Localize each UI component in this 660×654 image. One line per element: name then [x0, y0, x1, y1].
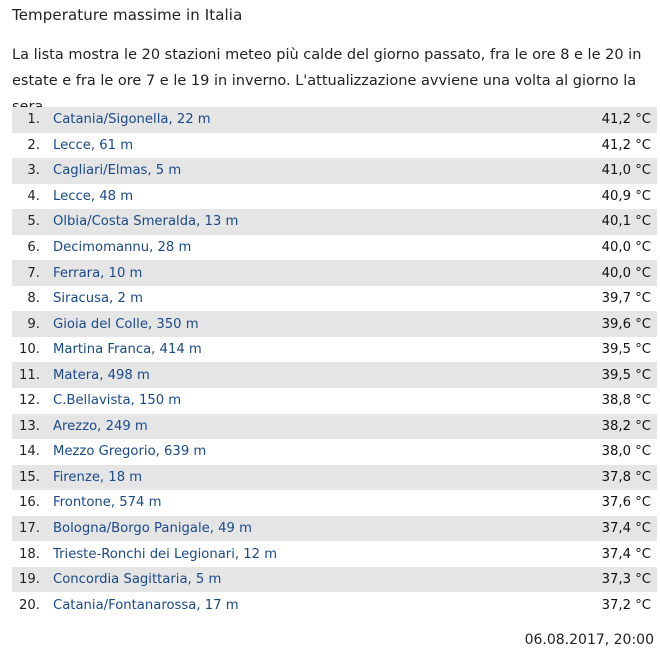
- station-row: 18. Trieste-Ronchi dei Legionari, 12 m 37,…: [12, 541, 657, 567]
- station-temperature: 41,2 °C: [601, 112, 651, 128]
- station-temperature: 38,0 °C: [601, 444, 651, 460]
- station-rank: 18.: [19, 546, 40, 562]
- station-link[interactable]: Frontone, 574 m: [53, 495, 162, 511]
- station-row: 7. Ferrara, 10 m 40,0 °C: [12, 260, 657, 286]
- station-rank: 14.: [19, 444, 40, 460]
- station-link[interactable]: Concordia Sagittaria, 5 m: [53, 572, 222, 588]
- station-rank: 10.: [19, 342, 40, 358]
- station-row: 17. Bologna/Borgo Panigale, 49 m 37,4 °C: [12, 515, 657, 542]
- station-rank: 9.: [27, 316, 40, 332]
- station-temperature: 38,2 °C: [601, 418, 651, 434]
- station-row: 3. Cagliari/Elmas, 5 m 41,0 °C: [12, 158, 657, 184]
- station-link[interactable]: C.Bellavista, 150 m: [53, 393, 182, 409]
- station-row: 12. C.Bellavista, 150 m 38,8 °C: [12, 388, 657, 414]
- station-temperature: 37,2 °C: [601, 597, 651, 613]
- intro-text: La lista mostra le 20 stazioni meteo più…: [12, 47, 642, 115]
- station-row: 1. Catania/Sigonella, 22 m 41,2 °C: [12, 107, 657, 133]
- station-temperature: 38,8 °C: [601, 393, 651, 409]
- station-temperature: 41,0 °C: [601, 163, 651, 179]
- station-link[interactable]: Ferrara, 10 m: [53, 265, 143, 281]
- station-row: 20. Catania/Fontanarossa, 17 m 37,2 °C: [12, 592, 657, 618]
- station-row: 6. Decimomannu, 28 m 40,0 °C: [12, 234, 657, 261]
- station-temperature: 39,6 °C: [601, 316, 651, 332]
- station-temperature: 40,1 °C: [601, 214, 651, 230]
- station-temperature: 37,4 °C: [601, 521, 651, 537]
- station-rank: 6.: [27, 240, 40, 255]
- station-rank: 3.: [27, 163, 40, 179]
- station-rank: 4.: [27, 188, 40, 204]
- station-link[interactable]: Arezzo, 249 m: [53, 418, 148, 434]
- station-link[interactable]: Mezzo Gregorio, 639 m: [53, 444, 207, 460]
- station-link[interactable]: Catania/Sigonella, 22 m: [53, 112, 211, 128]
- station-link[interactable]: Lecce, 61 m: [53, 137, 134, 153]
- station-link[interactable]: Lecce, 48 m: [53, 188, 134, 204]
- station-temperature: 40,0 °C: [601, 265, 651, 281]
- station-temperature: 39,5 °C: [601, 367, 651, 383]
- station-temperature: 37,3 °C: [601, 572, 651, 588]
- station-list: 1. Catania/Sigonella, 22 m 41,2 °C 2. Lecce,…: [12, 107, 657, 618]
- station-link[interactable]: Trieste-Ronchi dei Legionari, 12 m: [53, 546, 278, 562]
- station-row: 15. Firenze, 18 m 37,8 °C: [12, 464, 657, 491]
- station-temperature: 39,5 °C: [601, 342, 651, 358]
- station-link[interactable]: Cagliari/Elmas, 5 m: [53, 163, 182, 179]
- station-rank: 17.: [19, 521, 40, 537]
- station-rank: 1.: [27, 112, 40, 128]
- station-rank: 2.: [27, 137, 40, 153]
- station-rank: 19.: [19, 572, 40, 588]
- station-rank: 11.: [19, 367, 40, 383]
- station-link[interactable]: Matera, 498 m: [53, 367, 150, 383]
- station-row: 4. Lecce, 48 m 40,9 °C: [12, 183, 657, 210]
- station-temperature: 37,4 °C: [601, 546, 651, 562]
- station-temperature: 37,6 °C: [601, 495, 651, 511]
- station-link[interactable]: Firenze, 18 m: [53, 469, 143, 485]
- station-rank: 7.: [27, 265, 40, 281]
- station-row: 2. Lecce, 61 m 41,2 °C: [12, 132, 657, 159]
- station-temperature: 39,7 °C: [601, 291, 651, 307]
- station-row: 5. Olbia/Costa Smeralda, 13 m 40,1 °C: [12, 209, 657, 235]
- station-temperature: 41,2 °C: [601, 137, 651, 153]
- station-rank: 15.: [19, 469, 40, 485]
- station-row: 19. Concordia Sagittaria, 5 m 37,3 °C: [12, 566, 657, 593]
- station-row: 8. Siracusa, 2 m 39,7 °C: [12, 285, 657, 312]
- station-row: 14. Mezzo Gregorio, 639 m 38,0 °C: [12, 439, 657, 465]
- update-timestamp: 06.08.2017, 20:00: [524, 632, 654, 648]
- station-rank: 13.: [19, 418, 40, 434]
- station-rank: 20.: [19, 597, 40, 613]
- station-row: 11. Matera, 498 m 39,5 °C: [12, 362, 657, 389]
- station-rank: 8.: [27, 291, 40, 307]
- page-title: Temperature massime in Italia: [12, 6, 243, 24]
- station-rank: 12.: [19, 393, 40, 409]
- station-link[interactable]: Bologna/Borgo Panigale, 49 m: [53, 521, 252, 537]
- station-link[interactable]: Olbia/Costa Smeralda, 13 m: [53, 214, 239, 230]
- station-row: 10. Martina Franca, 414 m 39,5 °C: [12, 336, 657, 363]
- station-row: 13. Arezzo, 249 m 38,2 °C: [12, 413, 657, 440]
- station-link[interactable]: Decimomannu, 28 m: [53, 240, 192, 255]
- station-link[interactable]: Gioia del Colle, 350 m: [53, 316, 199, 332]
- station-row: 9. Gioia del Colle, 350 m 39,6 °C: [12, 311, 657, 337]
- station-temperature: 37,8 °C: [601, 469, 651, 485]
- station-link[interactable]: Catania/Fontanarossa, 17 m: [53, 597, 239, 613]
- station-temperature: 40,9 °C: [601, 188, 651, 204]
- station-link[interactable]: Siracusa, 2 m: [53, 291, 143, 307]
- station-rank: 5.: [27, 214, 40, 230]
- station-row: 16. Frontone, 574 m 37,6 °C: [12, 490, 657, 516]
- station-rank: 16.: [19, 495, 40, 511]
- station-link[interactable]: Martina Franca, 414 m: [53, 342, 202, 358]
- station-temperature: 40,0 °C: [601, 240, 651, 255]
